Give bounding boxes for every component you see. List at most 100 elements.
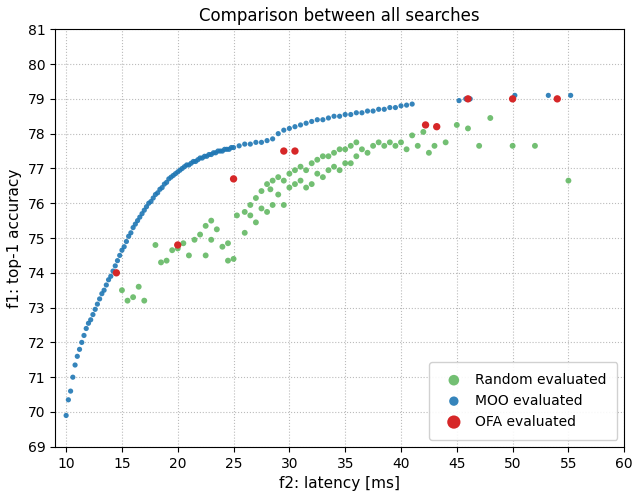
MOO evaluated	[182, 161, 192, 169]
MOO evaluated	[209, 149, 219, 157]
MOO evaluated	[173, 168, 183, 176]
Random evaluated	[440, 138, 451, 146]
MOO evaluated	[401, 101, 412, 109]
MOO evaluated	[245, 140, 255, 148]
MOO evaluated	[213, 147, 223, 155]
Random evaluated	[429, 142, 440, 150]
Random evaluated	[379, 142, 389, 150]
Random evaluated	[178, 239, 188, 247]
Random evaluated	[257, 205, 267, 213]
Random evaluated	[273, 191, 284, 199]
MOO evaluated	[108, 267, 118, 275]
Random evaluated	[530, 142, 540, 150]
MOO evaluated	[125, 229, 136, 237]
Random evaluated	[368, 142, 378, 150]
Random evaluated	[335, 166, 345, 174]
Random evaluated	[317, 152, 328, 160]
Random evaluated	[296, 177, 306, 185]
OFA evaluated	[290, 147, 300, 155]
MOO evaluated	[146, 198, 156, 206]
MOO evaluated	[106, 272, 116, 280]
MOO evaluated	[390, 104, 401, 112]
MOO evaluated	[184, 161, 194, 169]
Random evaluated	[340, 145, 350, 153]
MOO evaluated	[99, 286, 109, 294]
MOO evaluated	[95, 295, 105, 303]
MOO evaluated	[357, 109, 367, 117]
OFA evaluated	[173, 241, 183, 249]
Random evaluated	[351, 152, 362, 160]
Random evaluated	[340, 159, 350, 167]
MOO evaluated	[139, 206, 149, 214]
Random evaluated	[307, 180, 317, 188]
MOO evaluated	[195, 154, 205, 162]
OFA evaluated	[420, 121, 431, 129]
MOO evaluated	[204, 150, 214, 158]
Random evaluated	[257, 187, 267, 195]
MOO evaluated	[461, 95, 471, 103]
Random evaluated	[317, 173, 328, 181]
MOO evaluated	[117, 246, 127, 254]
MOO evaluated	[465, 95, 476, 103]
Random evaluated	[150, 241, 161, 249]
MOO evaluated	[218, 147, 228, 155]
Random evaluated	[474, 142, 484, 150]
OFA evaluated	[463, 95, 473, 103]
Random evaluated	[485, 114, 495, 122]
MOO evaluated	[168, 171, 179, 179]
MOO evaluated	[234, 142, 244, 150]
Random evaluated	[268, 201, 278, 209]
MOO evaluated	[211, 149, 221, 157]
Random evaluated	[251, 194, 261, 202]
MOO evaluated	[215, 147, 225, 155]
MOO evaluated	[202, 152, 212, 160]
Random evaluated	[290, 166, 300, 174]
Random evaluated	[463, 124, 473, 132]
MOO evaluated	[143, 199, 154, 207]
Random evaluated	[312, 170, 323, 178]
Random evaluated	[401, 145, 412, 153]
MOO evaluated	[224, 145, 234, 153]
Random evaluated	[284, 170, 294, 178]
Random evaluated	[329, 163, 339, 171]
Random evaluated	[296, 163, 306, 171]
MOO evaluated	[68, 373, 78, 381]
Random evaluated	[156, 258, 166, 266]
Random evaluated	[385, 138, 395, 146]
Random evaluated	[228, 255, 239, 263]
MOO evaluated	[206, 150, 216, 158]
MOO evaluated	[88, 311, 98, 319]
MOO evaluated	[92, 300, 102, 308]
MOO evaluated	[191, 157, 201, 165]
Random evaluated	[189, 236, 200, 244]
MOO evaluated	[193, 156, 203, 164]
Random evaluated	[346, 142, 356, 150]
Random evaluated	[563, 177, 573, 185]
MOO evaluated	[268, 135, 278, 143]
MOO evaluated	[186, 159, 196, 167]
MOO evaluated	[284, 124, 294, 132]
MOO evaluated	[119, 243, 129, 250]
MOO evaluated	[79, 332, 89, 340]
Random evaluated	[346, 159, 356, 167]
Random evaluated	[223, 239, 233, 247]
MOO evaluated	[221, 145, 232, 153]
MOO evaluated	[566, 92, 576, 100]
Random evaluated	[200, 251, 211, 259]
MOO evaluated	[385, 104, 395, 112]
Random evaluated	[312, 156, 323, 164]
MOO evaluated	[157, 184, 167, 192]
MOO evaluated	[113, 256, 123, 264]
MOO evaluated	[159, 180, 170, 188]
Random evaluated	[139, 297, 149, 305]
MOO evaluated	[396, 102, 406, 110]
MOO evaluated	[220, 145, 230, 153]
MOO evaluated	[70, 361, 80, 369]
MOO evaluated	[262, 136, 272, 144]
Random evaluated	[351, 138, 362, 146]
MOO evaluated	[323, 114, 333, 122]
Random evaluated	[307, 159, 317, 167]
MOO evaluated	[251, 138, 261, 146]
Random evaluated	[418, 128, 428, 136]
MOO evaluated	[509, 92, 520, 100]
